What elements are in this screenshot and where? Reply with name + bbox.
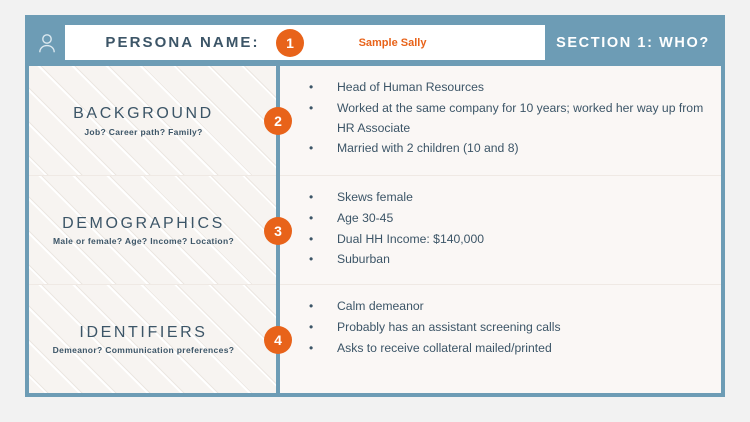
content-cell[interactable]: Skews female Age 30-45 Dual HH Income: $… — [276, 175, 721, 284]
persona-row: DEMOGRAPHICS Male or female? Age? Income… — [29, 175, 721, 284]
bullet-list: Head of Human Resources Worked at the sa… — [303, 78, 705, 159]
content-cell[interactable]: Head of Human Resources Worked at the sa… — [276, 66, 721, 175]
category-title: DEMOGRAPHICS — [62, 214, 225, 232]
person-icon — [29, 32, 65, 54]
list-item: Dual HH Income: $140,000 — [303, 230, 705, 250]
list-item: Asks to receive collateral mailed/printe… — [303, 339, 705, 359]
section-title: SECTION 1: WHO? — [556, 34, 710, 51]
step-badge-1: 1 — [276, 29, 304, 57]
step-badge-4: 4 — [264, 326, 292, 354]
list-item: Calm demeanor — [303, 297, 705, 317]
category-subtitle: Male or female? Age? Income? Location? — [52, 236, 235, 247]
category-cell: BACKGROUND Job? Career path? Family? 2 — [29, 66, 292, 175]
list-item: Head of Human Resources — [303, 78, 705, 98]
persona-row: BACKGROUND Job? Career path? Family? 2 H… — [29, 66, 721, 175]
category-subtitle: Demeanor? Communication preferences? — [52, 345, 235, 356]
content-cell[interactable]: Calm demeanor Probably has an assistant … — [276, 284, 721, 393]
bullet-list: Calm demeanor Probably has an assistant … — [303, 297, 705, 358]
category-cell: IDENTIFIERS Demeanor? Communication pref… — [29, 284, 292, 393]
category-title: IDENTIFIERS — [79, 323, 208, 341]
list-item: Age 30-45 — [303, 209, 705, 229]
step-badge-2: 2 — [264, 107, 292, 135]
list-item: Worked at the same company for 10 years;… — [303, 99, 705, 139]
category-cell: DEMOGRAPHICS Male or female? Age? Income… — [29, 175, 292, 284]
persona-name-field[interactable]: PERSONA NAME: Sample Sally — [65, 25, 545, 60]
step-badge-3: 3 — [264, 217, 292, 245]
list-item: Married with 2 children (10 and 8) — [303, 139, 705, 159]
card-header: PERSONA NAME: Sample Sally SECTION 1: WH… — [29, 19, 721, 66]
card-body: BACKGROUND Job? Career path? Family? 2 H… — [29, 66, 721, 393]
category-subtitle: Job? Career path? Family? — [84, 126, 203, 137]
persona-name-value[interactable]: Sample Sally — [358, 36, 427, 49]
list-item: Probably has an assistant screening call… — [303, 318, 705, 338]
category-title: BACKGROUND — [73, 105, 214, 123]
persona-card: PERSONA NAME: Sample Sally SECTION 1: WH… — [25, 15, 725, 397]
list-item: Suburban — [303, 250, 705, 270]
persona-name-label: PERSONA NAME: — [105, 34, 260, 51]
list-item: Skews female — [303, 188, 705, 208]
persona-row: IDENTIFIERS Demeanor? Communication pref… — [29, 284, 721, 393]
bullet-list: Skews female Age 30-45 Dual HH Income: $… — [303, 188, 705, 270]
